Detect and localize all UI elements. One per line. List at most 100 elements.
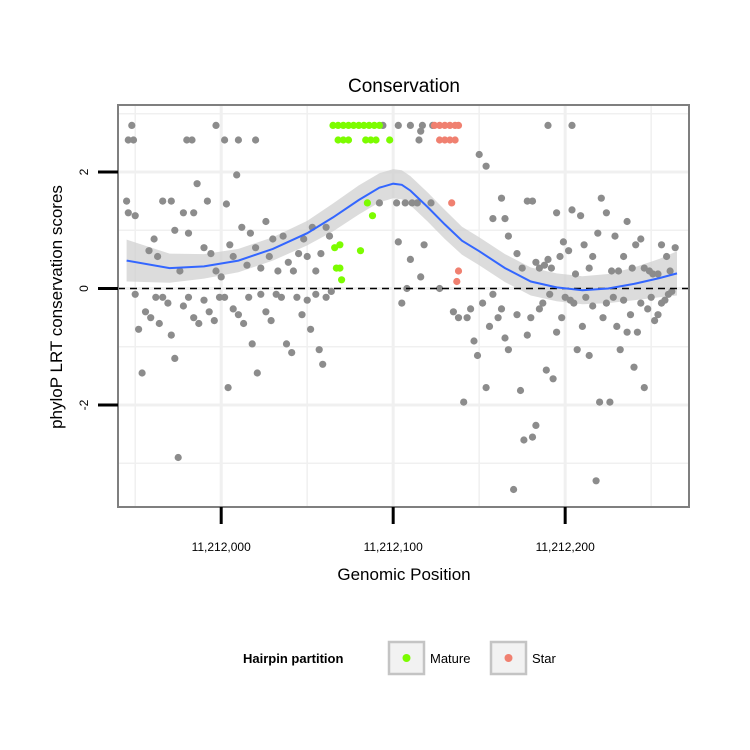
y-tick-label: -2 [77, 399, 91, 410]
point-other [406, 255, 414, 263]
point-other [620, 252, 628, 261]
point-other [544, 121, 552, 129]
legend-label-star: Star [532, 651, 557, 666]
point-other [479, 299, 487, 307]
point-other [188, 136, 196, 144]
point-other [167, 331, 175, 339]
y-axis: -2 0 2 [77, 168, 118, 410]
point-other [171, 354, 179, 362]
point-other [222, 200, 230, 208]
point-star [454, 267, 463, 275]
x-tick-label: 11,212,000 [192, 540, 251, 554]
point-other [582, 293, 590, 301]
point-other [171, 226, 179, 234]
point-mature [329, 121, 337, 129]
point-other [449, 308, 457, 316]
point-other [573, 346, 581, 354]
point-other [159, 293, 167, 301]
point-other [577, 212, 585, 220]
point-other [124, 136, 132, 144]
point-other [657, 241, 666, 249]
point-other [184, 293, 193, 301]
series-mature [329, 121, 394, 284]
data-points [123, 121, 679, 494]
point-other [257, 264, 265, 272]
point-other [257, 290, 265, 298]
point-other [205, 308, 213, 316]
point-other [626, 311, 635, 319]
point-other [184, 229, 193, 237]
point-other [327, 287, 335, 295]
point-other [128, 121, 136, 129]
smooth-fit-line [126, 182, 678, 292]
point-other [518, 264, 526, 272]
point-other [420, 241, 428, 249]
point-other [190, 314, 198, 322]
point-other [179, 302, 187, 310]
point-other [565, 247, 573, 255]
point-other [597, 194, 605, 202]
point-other [401, 199, 409, 207]
point-other [267, 317, 275, 325]
point-other [666, 267, 674, 275]
point-other [289, 267, 297, 275]
point-other [628, 264, 636, 272]
point-other [262, 308, 270, 316]
point-other [556, 252, 564, 261]
point-other [570, 299, 578, 307]
point-other [325, 232, 334, 240]
point-other [303, 252, 311, 261]
point-other [322, 223, 330, 231]
point-other [454, 314, 463, 322]
point-other [138, 369, 146, 377]
point-other [539, 299, 547, 307]
point-other [145, 247, 153, 255]
point-other [630, 363, 638, 371]
point-other [523, 331, 531, 339]
point-mature [356, 247, 365, 255]
point-other [654, 311, 662, 319]
point-other [528, 197, 537, 205]
point-other [152, 293, 160, 301]
point-other [303, 296, 311, 304]
point-other [523, 197, 531, 205]
legend-swatch-mature [402, 654, 411, 662]
point-other [616, 346, 624, 354]
point-other [558, 314, 566, 322]
point-other [141, 308, 150, 316]
point-other [155, 319, 163, 328]
point-other [413, 199, 421, 207]
point-other [553, 209, 561, 217]
point-other [190, 209, 198, 217]
legend-swatch-star [504, 654, 513, 662]
point-other [482, 162, 490, 170]
point-other [252, 244, 260, 252]
point-other [147, 314, 155, 322]
point-other [243, 261, 251, 269]
point-other [644, 305, 652, 313]
point-mature [338, 276, 346, 284]
point-mature [362, 136, 370, 144]
point-mature [368, 212, 377, 220]
point-other [651, 317, 659, 325]
point-other [234, 136, 242, 144]
point-other [544, 255, 552, 263]
point-other [307, 325, 315, 333]
point-other [159, 197, 167, 205]
point-other [124, 209, 132, 217]
point-other [398, 299, 406, 307]
point-other [663, 252, 671, 261]
point-other [183, 136, 191, 144]
legend-title: Hairpin partition [243, 651, 343, 666]
point-other [217, 273, 225, 281]
point-other [226, 241, 234, 249]
point-other [504, 346, 512, 354]
point-other [203, 197, 211, 205]
x-tick-label: 11,212,100 [364, 540, 423, 554]
point-other [164, 299, 172, 307]
point-other [637, 299, 645, 307]
point-other [649, 270, 657, 278]
point-other [504, 232, 512, 240]
point-other [668, 287, 676, 295]
point-other [592, 477, 600, 485]
